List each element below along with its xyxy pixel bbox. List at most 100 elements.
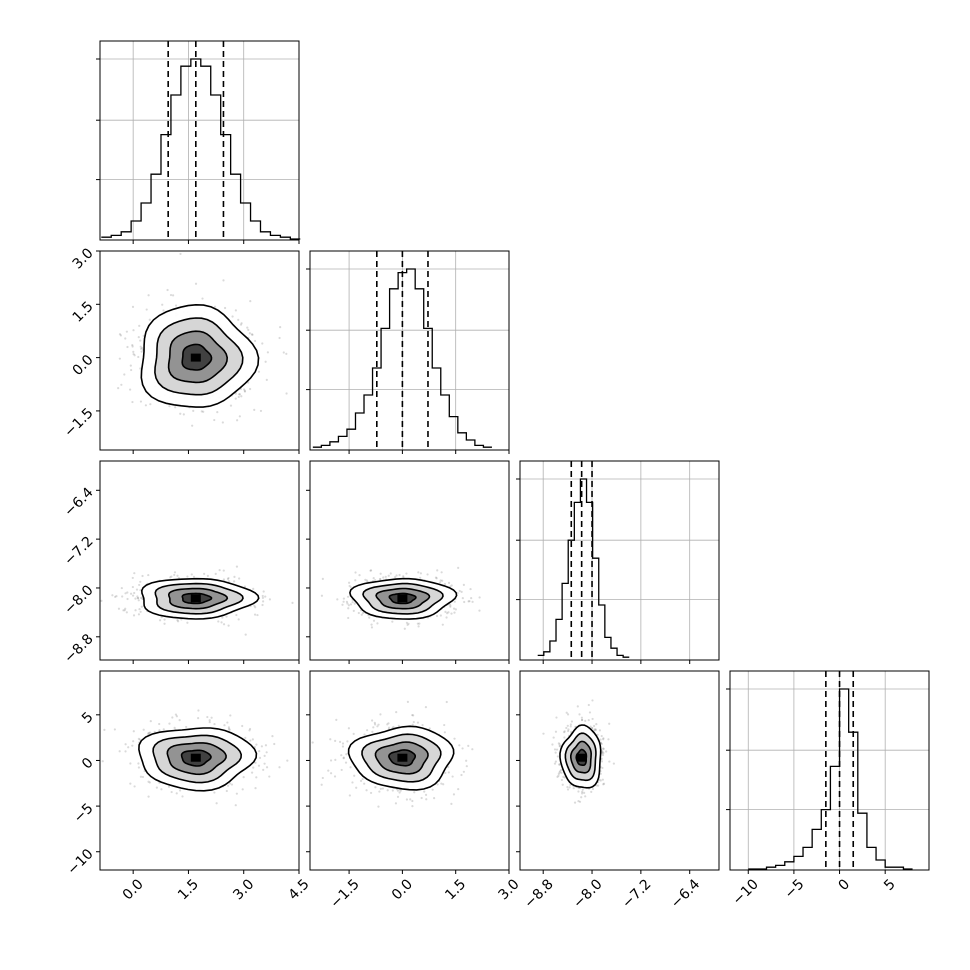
sample-point: [567, 728, 570, 731]
sample-point: [347, 727, 350, 730]
sample-point: [354, 579, 357, 582]
sample-point: [168, 722, 171, 725]
sample-point: [439, 581, 442, 584]
sample-point: [341, 603, 344, 606]
sample-point: [251, 333, 254, 336]
sample-point: [194, 282, 198, 285]
density-peak: [190, 594, 201, 603]
sample-point: [602, 783, 605, 786]
sample-point: [447, 771, 450, 774]
sample-point: [591, 726, 594, 730]
sample-point: [391, 620, 394, 623]
sample-point: [341, 742, 345, 745]
contour-line: [349, 577, 458, 620]
sample-point: [553, 748, 557, 751]
sample-point: [273, 742, 276, 746]
sample-point: [607, 738, 610, 741]
sample-point: [577, 800, 580, 803]
sample-point: [179, 412, 182, 415]
panel-1-0: [96, 250, 300, 454]
sample-point: [230, 783, 234, 786]
sample-point: [379, 713, 382, 716]
sample-point: [137, 599, 140, 602]
sample-point: [137, 355, 140, 359]
sample-point: [227, 727, 230, 730]
sample-point: [581, 788, 584, 791]
sample-point: [348, 794, 351, 797]
sample-point: [387, 722, 390, 725]
sample-point: [591, 787, 595, 791]
sample-point: [413, 791, 416, 794]
sample-point: [223, 724, 226, 727]
sample-point: [370, 623, 373, 626]
sample-point: [238, 393, 241, 396]
sample-point: [346, 740, 349, 743]
sample-point: [381, 787, 384, 790]
sample-point: [329, 759, 333, 762]
sample-point: [441, 579, 444, 582]
sample-point: [353, 602, 356, 605]
sample-point: [262, 600, 265, 603]
sample-point: [417, 625, 420, 628]
panel-3-1: [306, 670, 510, 874]
sample-point: [174, 713, 178, 716]
sample-point: [349, 586, 352, 589]
sample-point: [555, 716, 558, 719]
sample-point: [203, 572, 206, 575]
sample-point: [447, 581, 451, 584]
sample-point: [249, 387, 252, 391]
sample-point: [411, 723, 414, 726]
sample-point: [173, 726, 176, 729]
sample-point: [439, 614, 442, 617]
sample-point: [405, 621, 409, 624]
contour-line: [154, 582, 244, 615]
sample-point: [124, 743, 127, 746]
sample-point: [238, 393, 241, 396]
sample-point: [158, 722, 161, 726]
sample-point: [458, 589, 461, 593]
panel-frame: [309, 460, 510, 661]
sample-point: [403, 627, 406, 630]
y-tick-label: 0.0: [70, 352, 97, 379]
sample-point: [363, 782, 366, 785]
sample-point: [304, 792, 306, 794]
sample-point: [446, 612, 449, 615]
sample-point: [468, 600, 471, 603]
sample-point: [372, 726, 375, 729]
sample-point: [558, 744, 561, 748]
sample-point: [227, 624, 230, 627]
sample-point: [573, 801, 577, 804]
sample-point: [589, 725, 592, 728]
panel-frame: [99, 250, 300, 451]
sample-point: [596, 733, 599, 736]
sample-point: [321, 577, 324, 580]
sample-point: [451, 775, 454, 778]
sample-point: [558, 763, 561, 766]
sample-point: [279, 326, 282, 329]
sample-point: [172, 294, 175, 297]
sample-point: [237, 395, 240, 399]
sample-point: [419, 576, 422, 579]
sample-point: [566, 724, 569, 727]
sample-point: [386, 789, 389, 792]
sample-point: [144, 404, 147, 407]
sample-point: [213, 722, 216, 726]
sample-point: [127, 746, 130, 749]
sample-point: [338, 740, 342, 743]
sample-point: [153, 730, 156, 734]
sample-point: [376, 725, 379, 728]
sample-point: [447, 611, 450, 614]
sample-point: [132, 329, 135, 332]
sample-point: [137, 613, 141, 616]
sample-point: [342, 756, 345, 759]
sample-point: [443, 723, 446, 727]
sample-point: [569, 723, 572, 726]
histogram-3: [748, 688, 913, 870]
sample-point: [379, 572, 382, 575]
sample-point: [118, 333, 122, 336]
sample-point: [452, 607, 456, 610]
sample-point: [162, 309, 165, 312]
y-tick-label: 0: [79, 755, 97, 773]
sample-point: [133, 354, 136, 357]
sample-point: [139, 367, 142, 370]
